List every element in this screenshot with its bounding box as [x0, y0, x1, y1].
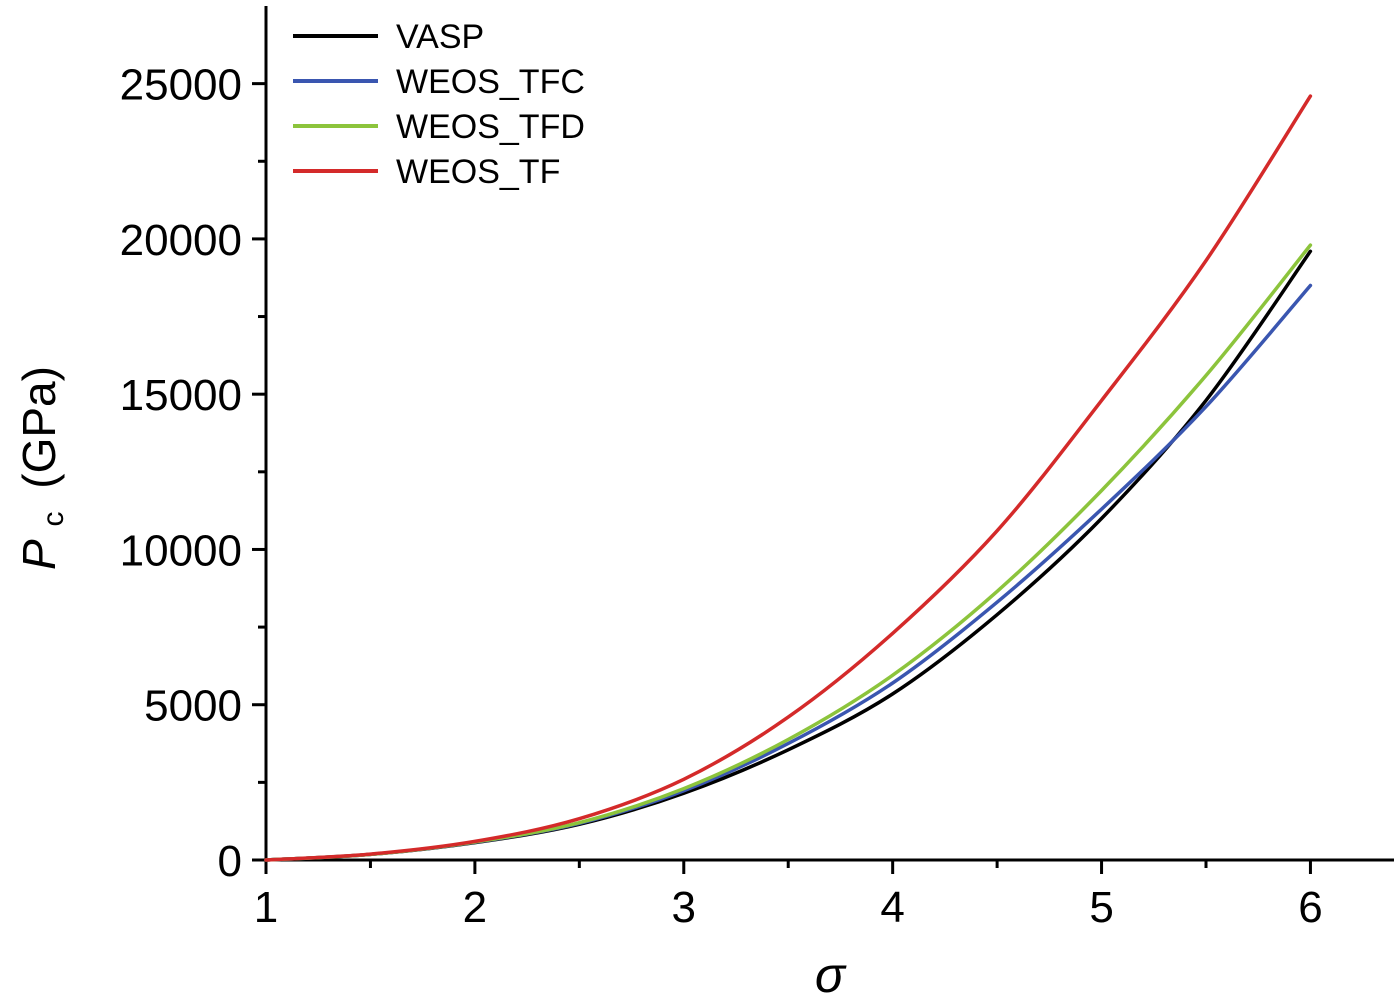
legend-label-weos-tfc: WEOS_TFC	[396, 63, 585, 101]
x-axis-title: σ	[815, 947, 847, 1000]
y-tick-label: 15000	[120, 371, 242, 420]
y-axis-title-unit: (GPa)	[13, 366, 65, 489]
series-line-weos-tfd	[264, 243, 1313, 862]
legend-label-weos-tfd: WEOS_TFD	[396, 108, 585, 146]
y-tick-label: 20000	[120, 216, 242, 265]
series-line-weos-tfc	[264, 283, 1313, 862]
x-tick-label: 2	[463, 883, 487, 932]
x-tick-label: 6	[1298, 883, 1322, 932]
x-tick-label: 3	[672, 883, 696, 932]
ticks: 1 2 3 4 5 6 0 5000 10000 15000 20000 25000	[120, 61, 1323, 932]
legend: VASP WEOS_TFC WEOS_TFD WEOS_TF	[293, 18, 585, 191]
y-axis-title-main: P	[13, 539, 65, 570]
legend-label-vasp: VASP	[396, 18, 484, 56]
series-group	[264, 94, 1313, 862]
legend-label-weos-tf: WEOS_TF	[396, 153, 560, 191]
y-tick-label: 0	[218, 837, 242, 886]
series-line-weos-tf	[264, 94, 1313, 862]
x-tick-label: 5	[1089, 883, 1113, 932]
x-tick-label: 1	[254, 883, 278, 932]
y-tick-label: 25000	[120, 61, 242, 110]
y-tick-label: 10000	[120, 526, 242, 575]
series-line-vasp	[264, 249, 1313, 862]
x-tick-label: 4	[880, 883, 904, 932]
y-axis-title-subscript: c	[37, 512, 70, 527]
y-tick-label: 5000	[144, 682, 242, 731]
y-axis-title: P c (GPa)	[13, 366, 73, 570]
